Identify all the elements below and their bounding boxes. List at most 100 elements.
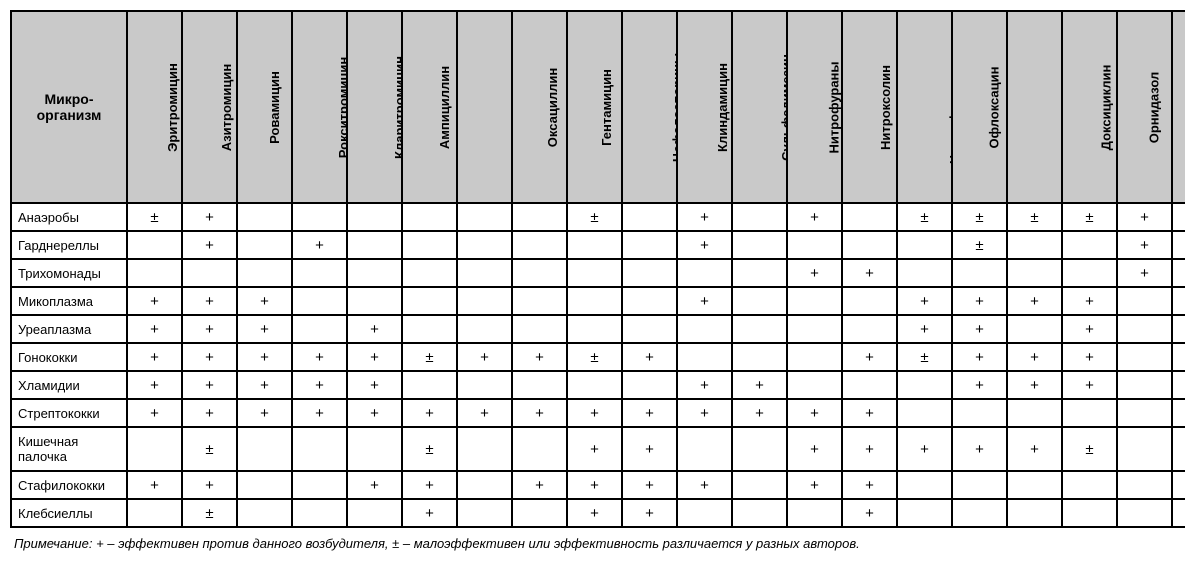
cell	[347, 231, 402, 259]
cell	[512, 315, 567, 343]
cell: +	[1007, 287, 1062, 315]
cell	[457, 471, 512, 499]
row-header: Микоплазма	[11, 287, 127, 315]
cell: +	[842, 259, 897, 287]
cell: +	[182, 203, 237, 231]
cell: +	[182, 471, 237, 499]
cell	[237, 203, 292, 231]
cell: +	[292, 231, 347, 259]
cell: ±	[1062, 203, 1117, 231]
row-header: Стрептококки	[11, 399, 127, 427]
cell: +	[787, 399, 842, 427]
cell	[787, 287, 842, 315]
cell	[1172, 343, 1185, 371]
cell	[842, 231, 897, 259]
cell: ±	[952, 203, 1007, 231]
cell: +	[842, 399, 897, 427]
cell	[292, 203, 347, 231]
cell	[1117, 399, 1172, 427]
cell	[237, 499, 292, 527]
cell	[787, 231, 842, 259]
cell: +	[127, 343, 182, 371]
cell	[1172, 371, 1185, 399]
table-row: Трихомонады+++±	[11, 259, 1185, 287]
cell	[952, 471, 1007, 499]
cell: +	[677, 471, 732, 499]
cell	[237, 427, 292, 471]
cell	[842, 287, 897, 315]
cell	[787, 343, 842, 371]
cell	[402, 231, 457, 259]
cell: +	[127, 371, 182, 399]
row-header: Стафилококки	[11, 471, 127, 499]
cell: +	[347, 471, 402, 499]
col-label: Эритромицин	[165, 63, 180, 152]
col-label: Орнидазол	[1146, 71, 1161, 143]
col-header-8: Гентамицин	[567, 11, 622, 203]
cell	[402, 259, 457, 287]
cell	[292, 499, 347, 527]
corner-label: Микро-организм	[37, 91, 102, 123]
cell	[952, 399, 1007, 427]
table-row: Стафилококки++++++++++	[11, 471, 1185, 499]
row-header: Анаэробы	[11, 203, 127, 231]
cell: ±	[402, 343, 457, 371]
cell	[842, 203, 897, 231]
cell: +	[182, 287, 237, 315]
cell: +	[127, 315, 182, 343]
table-row: Анаэробы±+±++±±±±++	[11, 203, 1185, 231]
cell	[677, 259, 732, 287]
col-header-14: Ципрофлоксацин	[897, 11, 952, 203]
cell: +	[677, 399, 732, 427]
col-header-5: Ампициллин	[402, 11, 457, 203]
col-header-3: Рокситромицин	[292, 11, 347, 203]
cell: +	[1062, 371, 1117, 399]
cell	[897, 231, 952, 259]
cell	[1172, 471, 1185, 499]
col-header-15: Офлоксацин	[952, 11, 1007, 203]
col-header-0: Эритромицин	[127, 11, 182, 203]
col-label: Оксациллин	[545, 67, 560, 146]
cell: +	[127, 471, 182, 499]
col-header-18: Орнидазол	[1117, 11, 1172, 203]
cell: ±	[1172, 259, 1185, 287]
cell: +	[182, 231, 237, 259]
cell: +	[1117, 231, 1172, 259]
cell	[402, 371, 457, 399]
cell	[237, 231, 292, 259]
cell	[622, 371, 677, 399]
cell	[127, 231, 182, 259]
cell	[1172, 315, 1185, 343]
cell: +	[567, 471, 622, 499]
header-row: Микро-организм ЭритромицинАзитромицинРов…	[11, 11, 1185, 203]
cell: +	[732, 399, 787, 427]
cell	[732, 499, 787, 527]
cell: ±	[567, 203, 622, 231]
cell	[512, 371, 567, 399]
cell	[1007, 259, 1062, 287]
col-label: Клиндамицин	[715, 63, 730, 152]
table-row: Гарднереллы+++±++	[11, 231, 1185, 259]
cell	[402, 203, 457, 231]
col-header-19: Метронидазол	[1172, 11, 1185, 203]
cell	[1172, 427, 1185, 471]
row-header: Клебсиеллы	[11, 499, 127, 527]
cell: +	[402, 399, 457, 427]
cell	[512, 231, 567, 259]
sensitivity-table: Микро-организм ЭритромицинАзитромицинРов…	[10, 10, 1185, 528]
cell	[1007, 231, 1062, 259]
cell	[182, 259, 237, 287]
cell: +	[1062, 315, 1117, 343]
cell	[347, 287, 402, 315]
table-row: Клебсиеллы±++++	[11, 499, 1185, 527]
cell: +	[402, 499, 457, 527]
cell	[732, 259, 787, 287]
cell: +	[1172, 203, 1185, 231]
cell: ±	[127, 203, 182, 231]
col-label: Офлоксацин	[986, 66, 1001, 148]
cell	[567, 315, 622, 343]
cell	[1062, 471, 1117, 499]
col-header-4: Кларитромицин	[347, 11, 402, 203]
cell	[512, 287, 567, 315]
table-row: Стрептококки++++++++++++++	[11, 399, 1185, 427]
